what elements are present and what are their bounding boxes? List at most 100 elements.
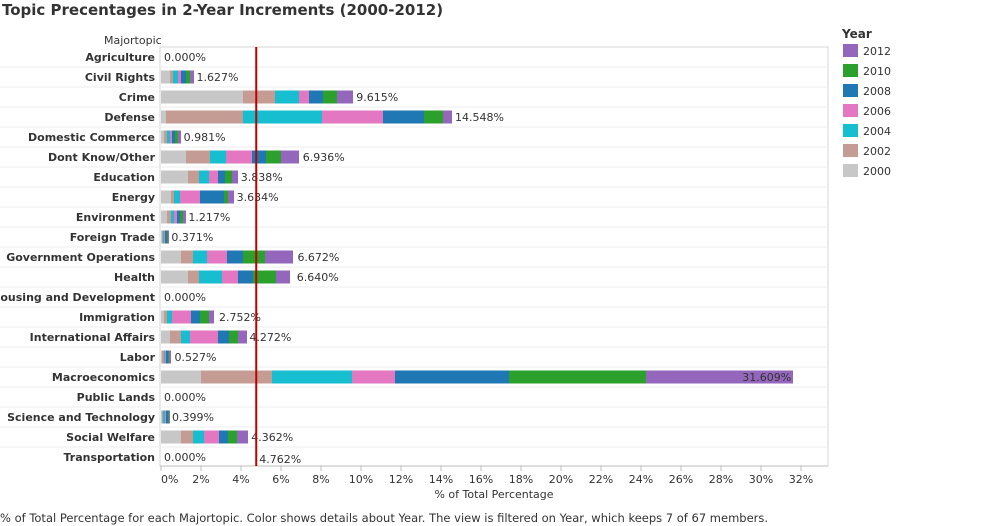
bar-segment-2000 [161, 270, 188, 284]
x-tick-label: 6% [272, 473, 289, 486]
x-tick-label: 12% [389, 473, 413, 486]
bar-segment-2004 [193, 430, 204, 444]
bar-segment-2002 [181, 430, 193, 444]
bar-segment-2002 [170, 70, 173, 84]
bar-segment-2008 [200, 190, 224, 204]
bar-segment-2006 [180, 190, 200, 204]
total-label: 0.000% [164, 451, 206, 464]
total-label: 3.634% [237, 191, 279, 204]
x-tick-label: 18% [509, 473, 533, 486]
bar-segment-2006 [204, 430, 219, 444]
bar-segment-2004 [164, 350, 165, 364]
bar-segment-2010 [243, 250, 265, 264]
bar-row: Social Welfare 4.362% [66, 430, 293, 444]
bar-segment-2000 [161, 70, 170, 84]
bar-segment-2010 [424, 110, 443, 124]
legend-swatch [843, 64, 858, 77]
legend-swatch [843, 84, 858, 97]
bar-segment-2000 [161, 130, 164, 144]
bar-segment-2000 [161, 250, 181, 264]
category-label: Housing and Development [0, 291, 155, 304]
bar-segment-2000 [161, 90, 243, 104]
legend-item[interactable]: 2002 [843, 144, 891, 158]
bar-segment-2012 [646, 370, 793, 384]
category-label: Social Welfare [66, 431, 155, 444]
bar-segment-2010 [266, 150, 281, 164]
x-tick-label: 2% [192, 473, 209, 486]
total-label: 0.000% [164, 391, 206, 404]
bar-segment-2012 [281, 150, 299, 164]
bar-segment-2006 [164, 230, 165, 244]
bar-row: Energy 3.634% [112, 190, 279, 204]
x-axis-title: % of Total Percentage [434, 488, 553, 501]
bar-segment-2012 [237, 430, 248, 444]
legend-item[interactable]: 2010 [843, 64, 891, 78]
category-label: Macroeconomics [52, 371, 156, 384]
bar-segment-2006 [170, 130, 172, 144]
bar-segment-2008 [252, 150, 266, 164]
category-label: Science and Technology [7, 411, 155, 424]
bar-segment-2000 [161, 310, 164, 324]
legend-item[interactable]: 2006 [843, 104, 891, 118]
bar-segment-2012 [169, 350, 171, 364]
bar-segment-2004 [275, 90, 299, 104]
bar-segment-2002 [188, 170, 199, 184]
category-label: Education [93, 171, 155, 184]
bar-row: Agriculture 0.000% [85, 51, 206, 64]
bar-row: International Affairs 4.272% [30, 330, 291, 344]
bar-segment-2006 [209, 170, 218, 184]
legend-swatch [843, 104, 858, 117]
legend-label: 2002 [863, 145, 891, 158]
bar-segment-2000 [161, 150, 186, 164]
bar-segment-2010 [180, 210, 183, 224]
bar-segment-2012 [209, 310, 214, 324]
bar-segment-2000 [161, 330, 170, 344]
legend-item[interactable]: 2012 [843, 44, 891, 58]
bar-segment-2008 [172, 130, 175, 144]
bar-segment-2002 [162, 410, 163, 424]
bar-segment-2008 [218, 170, 225, 184]
bar-segment-2008 [177, 210, 180, 224]
legend-item[interactable]: 2008 [843, 84, 891, 98]
legend-label: 2004 [863, 125, 891, 138]
x-tick-label: 24% [629, 473, 653, 486]
legend-label: 2010 [863, 65, 891, 78]
bar-segment-2004 [193, 250, 207, 264]
category-label: Immigration [79, 311, 155, 324]
stacked-bar-chart: Majortopic Agriculture 0.000% Civil Rights… [0, 27, 891, 501]
legend-item[interactable]: 2000 [843, 164, 891, 178]
row-gridlines [0, 66, 828, 448]
x-tick-label: 26% [669, 473, 693, 486]
bar-segment-2004 [199, 170, 209, 184]
category-label: Defense [104, 111, 155, 124]
bar-row: Defense 14.548% [104, 110, 504, 124]
legend-item[interactable]: 2004 [843, 124, 891, 138]
bar-segment-2004 [174, 190, 180, 204]
total-label: 9.615% [356, 91, 398, 104]
bar-segment-2000 [161, 170, 188, 184]
bar-row: Civil Rights 1.627% [85, 70, 238, 84]
bar-segment-2010 [224, 190, 228, 204]
bar-row: Environment 1.217% [76, 210, 230, 224]
bar-segment-2006 [172, 310, 191, 324]
bar-row: Science and Technology 0.399% [7, 410, 214, 424]
category-label: Crime [119, 91, 155, 104]
x-tick-label: 28% [709, 473, 733, 486]
total-label: 0.000% [164, 291, 206, 304]
bar-segment-2002 [170, 330, 181, 344]
bar-segment-2004 [167, 310, 172, 324]
bar-segment-2004 [171, 210, 174, 224]
x-tick-label: 32% [789, 473, 813, 486]
category-label: Transportation [64, 451, 155, 464]
bar-segment-2008 [166, 350, 168, 364]
category-label: Dont Know/Other [48, 151, 156, 164]
x-tick-label: 14% [429, 473, 453, 486]
total-label: 2.752% [219, 311, 261, 324]
reference-line-group: 4.762% [255, 47, 301, 466]
category-label: Health [114, 271, 155, 284]
bar-segment-2002 [181, 250, 193, 264]
bar-segment-2012 [190, 70, 194, 84]
bar-segment-2012 [443, 110, 452, 124]
bar-segment-2002 [162, 350, 164, 364]
x-tick-label: 16% [469, 473, 493, 486]
